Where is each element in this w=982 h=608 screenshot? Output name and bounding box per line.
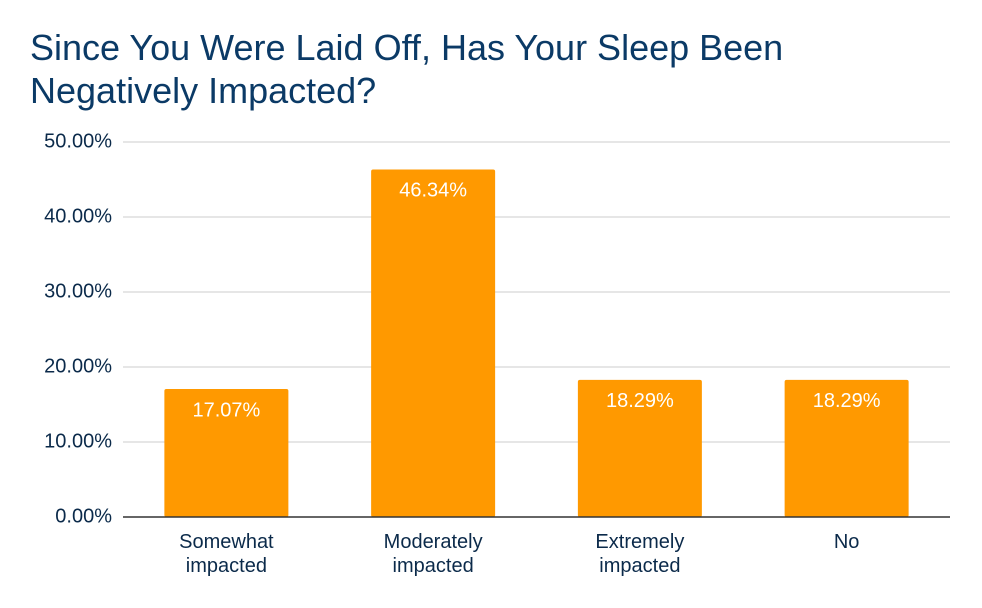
y-tick-label: 10.00% [44,430,112,452]
y-tick-label: 30.00% [44,280,112,302]
x-tick-label: Moderately impacted [383,531,483,577]
chart-title: Since You Were Laid Off, Has Your Sleep … [30,27,784,111]
bar [784,379,909,517]
data-label: 46.34% [399,180,467,202]
x-tick-label: Somewhat impacted [179,531,274,577]
y-tick-label: 20.00% [44,355,112,377]
data-label: 18.29% [606,390,674,412]
y-tick-label: 0.00% [55,505,112,527]
y-tick-label: 50.00% [44,130,112,152]
x-tick-label: Extremely impacted [595,531,685,577]
y-tick-label: 40.00% [44,205,112,227]
data-label: 17.07% [192,399,260,421]
bar [577,379,702,517]
bar [164,388,289,517]
x-tick-label: No [833,531,860,553]
bar [371,169,496,517]
data-label: 18.29% [813,390,881,412]
